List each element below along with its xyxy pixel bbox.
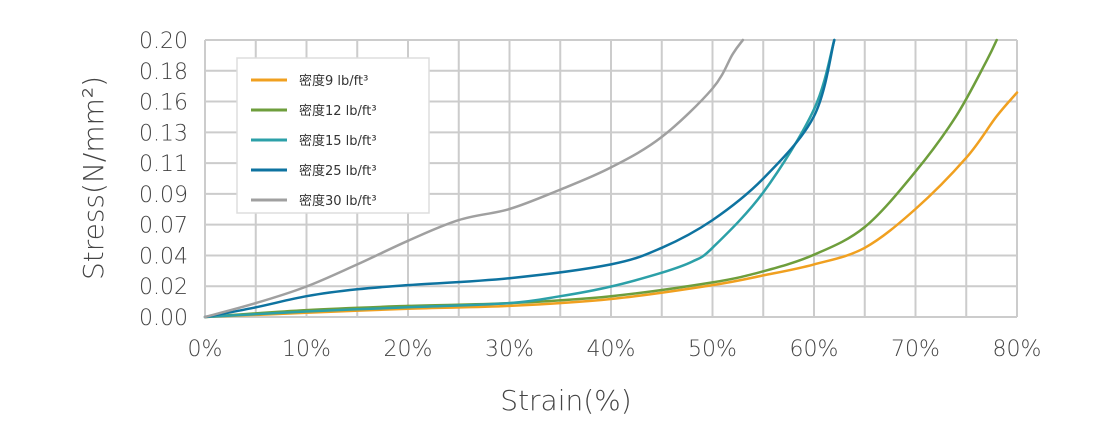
x-tick-label: 0%: [188, 337, 223, 362]
x-tick-label: 80%: [993, 337, 1042, 362]
y-tick-label: 0.13: [139, 121, 188, 146]
x-tick-label: 40%: [587, 337, 636, 362]
y-tick-label: 0.04: [139, 244, 188, 269]
x-axis-title: Strain(%): [500, 384, 631, 417]
legend-label: 密度12 lb/ft³: [299, 103, 377, 119]
series-line-1: [203, 91, 1019, 319]
legend-label: 密度30 lb/ft³: [299, 193, 377, 209]
y-tick-label: 0.00: [139, 306, 188, 331]
x-tick-label: 70%: [891, 337, 940, 362]
series-line-5: [203, 38, 745, 319]
legend-box: [236, 57, 430, 214]
x-tick-labels: 0% 10% 20% 30% 40% 50% 60% 70% 80%: [188, 337, 1042, 362]
x-tick-label: 10%: [282, 337, 331, 362]
y-tick-label: 0.09: [139, 183, 188, 208]
y-tick-label: 0.20: [139, 29, 188, 54]
x-tick-label: 20%: [384, 337, 433, 362]
legend-label: 密度25 lb/ft³: [299, 163, 377, 179]
y-tick-label: 0.02: [139, 275, 188, 300]
x-tick-label: 50%: [688, 337, 737, 362]
y-tick-label: 0.07: [139, 214, 188, 239]
series-line-3: [203, 38, 836, 319]
x-tick-label: 30%: [485, 337, 534, 362]
series-lines: [203, 38, 1019, 319]
y-tick-labels: 0.00 0.02 0.04 0.07 0.09 0.11 0.13 0.16 0.18 0.20: [139, 29, 188, 331]
legend-label: 密度15 lb/ft³: [299, 133, 377, 149]
series-line-4: [203, 38, 836, 319]
x-tick-label: 60%: [790, 337, 839, 362]
y-tick-label: 0.16: [139, 91, 188, 116]
legend-label: 密度9 lb/ft³: [299, 73, 368, 89]
y-axis-title: Stress(N/mm²): [77, 76, 110, 280]
series-line-2: [203, 38, 998, 319]
legend-items: 密度9 lb/ft³ 密度12 lb/ft³ 密度15 lb/ft³ 密度25 lb/…: [251, 73, 377, 209]
y-tick-label: 0.18: [139, 60, 188, 85]
legend: 密度9 lb/ft³ 密度12 lb/ft³ 密度15 lb/ft³ 密度25 lb/…: [236, 57, 430, 214]
y-tick-label: 0.11: [139, 152, 188, 177]
